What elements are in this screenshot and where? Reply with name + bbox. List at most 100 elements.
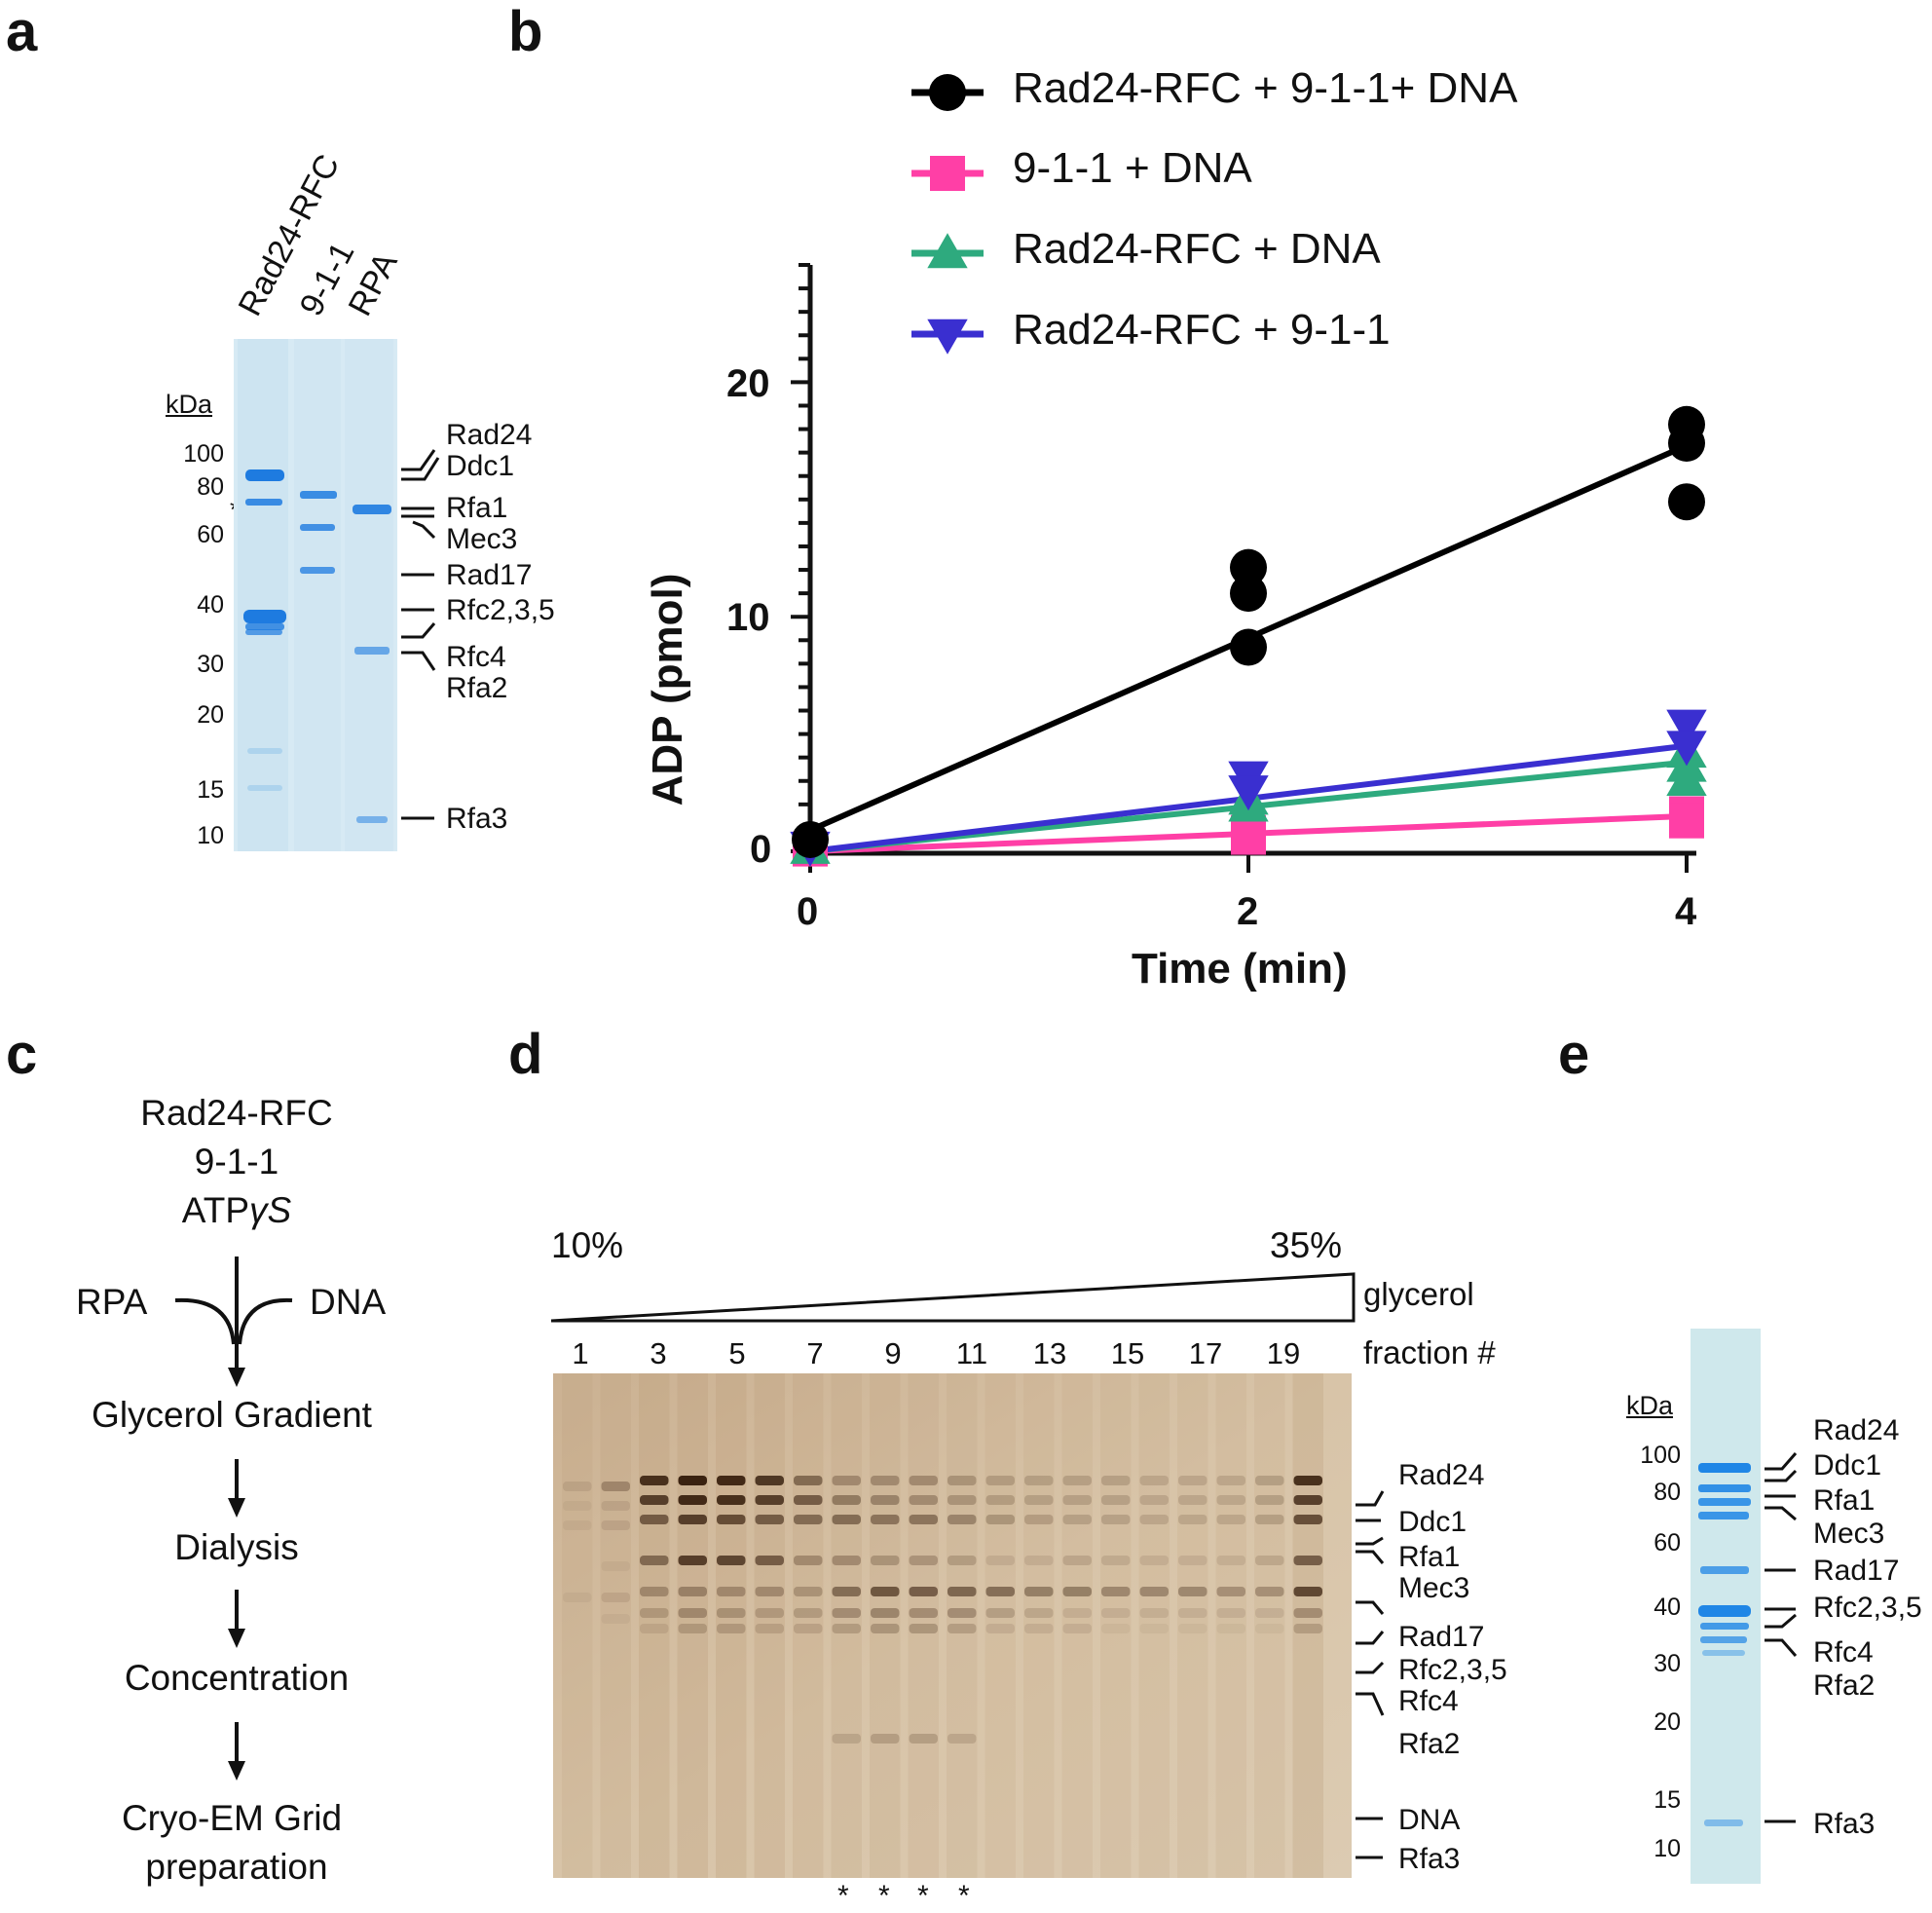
- gel-band: [1293, 1556, 1322, 1565]
- gel-band: [909, 1515, 938, 1524]
- gel-band: [755, 1624, 784, 1633]
- gel-band: [1024, 1608, 1054, 1618]
- gel-band: [755, 1495, 784, 1505]
- gel-band: [985, 1476, 1015, 1485]
- legend-marker: [930, 156, 965, 191]
- band-label-ddc1: Ddc1: [1398, 1506, 1468, 1538]
- gel-band: [1024, 1476, 1054, 1485]
- gel-image-a: [234, 339, 397, 851]
- gel-band: [1216, 1476, 1245, 1485]
- gel-band: [601, 1482, 630, 1491]
- gel-band: [1062, 1608, 1092, 1618]
- gel-band: [909, 1556, 938, 1565]
- gel-lane: [1177, 1373, 1208, 1878]
- gel-lane: [1100, 1373, 1132, 1878]
- gel-band: [755, 1515, 784, 1524]
- gel-band: [717, 1556, 746, 1565]
- gel-band: [794, 1587, 823, 1596]
- gel-band: [640, 1495, 669, 1505]
- gel-lane: [600, 1373, 631, 1878]
- gel-band: [678, 1476, 707, 1485]
- band-label-mec3: Mec3: [1398, 1572, 1470, 1604]
- gel-lane: [870, 1373, 901, 1878]
- gel-band: [985, 1515, 1015, 1524]
- gel-band: [985, 1495, 1015, 1505]
- gel-band: [909, 1587, 938, 1596]
- flow-input-dna: DNA: [310, 1282, 387, 1322]
- gel-band: [985, 1624, 1015, 1633]
- gel-band: [1255, 1624, 1284, 1633]
- flow-step-cryoem: Cryo-EM Grid: [121, 1798, 343, 1838]
- gel-band: [1293, 1608, 1322, 1618]
- legend-label: Rad24-RFC + 9-1-1: [1013, 306, 1391, 354]
- gel-lane: [985, 1373, 1016, 1878]
- band-label-mec3: Mec3: [1813, 1518, 1885, 1550]
- fraction-number: 19: [1266, 1336, 1301, 1370]
- gel-band: [717, 1515, 746, 1524]
- gradient-wedge: [550, 1272, 1356, 1323]
- flow-step-dialysis: Dialysis: [174, 1527, 299, 1567]
- gel-band: [794, 1556, 823, 1565]
- gel-band: [1255, 1587, 1284, 1596]
- data-point: [1231, 819, 1266, 855]
- data-point: [792, 820, 829, 858]
- band-label-rfc235: Rfc2,3,5: [446, 594, 555, 626]
- mw-marker: 10: [1653, 1835, 1681, 1862]
- band-label-rad17: Rad17: [1398, 1621, 1485, 1653]
- band-label-rfa2: Rfa2: [1813, 1669, 1876, 1702]
- y-tick-label: 10: [726, 596, 770, 639]
- gel-band: [947, 1624, 977, 1633]
- gel-band: [909, 1624, 938, 1633]
- gel-band: [640, 1608, 669, 1618]
- gel-band: [1216, 1624, 1245, 1633]
- gel-band: [985, 1556, 1015, 1565]
- band-label-rad17: Rad17: [1813, 1555, 1900, 1587]
- gel-band: [1024, 1587, 1054, 1596]
- asterisk-mark: *: [917, 1880, 929, 1912]
- mw-marker: 80: [197, 473, 224, 501]
- atp-text: ATP: [181, 1190, 250, 1230]
- gel-band: [1216, 1515, 1245, 1524]
- mw-marker: 30: [1653, 1650, 1681, 1677]
- gel-band: [1178, 1608, 1208, 1618]
- mw-marker: 20: [1653, 1708, 1681, 1736]
- legend-marker: [927, 319, 968, 355]
- panel-letter-d: d: [508, 1023, 543, 1086]
- band-label-rad24: Rad24: [446, 419, 533, 451]
- gel-band: [1062, 1515, 1092, 1524]
- gel-band: [755, 1556, 784, 1565]
- fraction-number: 11: [955, 1336, 988, 1370]
- gamma-s-text: γS: [249, 1190, 292, 1230]
- gel-band: [871, 1624, 900, 1633]
- band-label-ddc1: Ddc1: [446, 450, 515, 482]
- panel-letter-e: e: [1558, 1023, 1590, 1086]
- gel-band: [1216, 1556, 1245, 1565]
- gel-band: [909, 1734, 938, 1744]
- gel-band: [1178, 1495, 1208, 1505]
- gel-lane: [1254, 1373, 1285, 1878]
- gel-band: [1024, 1556, 1054, 1565]
- band-label-rfc4: Rfc4: [1813, 1636, 1874, 1669]
- gel-band: [832, 1515, 861, 1524]
- band-leader-lines-a: [401, 449, 440, 671]
- gel-band: [794, 1624, 823, 1633]
- y-axis-title: ADP (pmol): [644, 573, 691, 806]
- gel-image-d: [553, 1373, 1352, 1878]
- band-label-rfa3: Rfa3: [1813, 1808, 1876, 1840]
- gradient-label: glycerol: [1363, 1276, 1474, 1312]
- mw-marker: 100: [183, 440, 224, 468]
- mw-marker: 60: [1653, 1529, 1681, 1557]
- mw-marker: 10: [197, 822, 224, 849]
- gel-band: [640, 1587, 669, 1596]
- kda-label: kDa: [166, 390, 213, 419]
- kda-label: kDa: [1626, 1391, 1674, 1420]
- gel-band: [1178, 1476, 1208, 1485]
- gel-band: [755, 1608, 784, 1618]
- gel-band: [678, 1556, 707, 1565]
- fraction-number: 3: [650, 1336, 667, 1370]
- legend-marker: [929, 74, 966, 111]
- flow-step-glycerol: Glycerol Gradient: [92, 1395, 372, 1435]
- gel-band: [832, 1608, 861, 1618]
- band-label-rad24: Rad24: [1398, 1459, 1485, 1491]
- band-leader-rfa3-a: [401, 816, 434, 820]
